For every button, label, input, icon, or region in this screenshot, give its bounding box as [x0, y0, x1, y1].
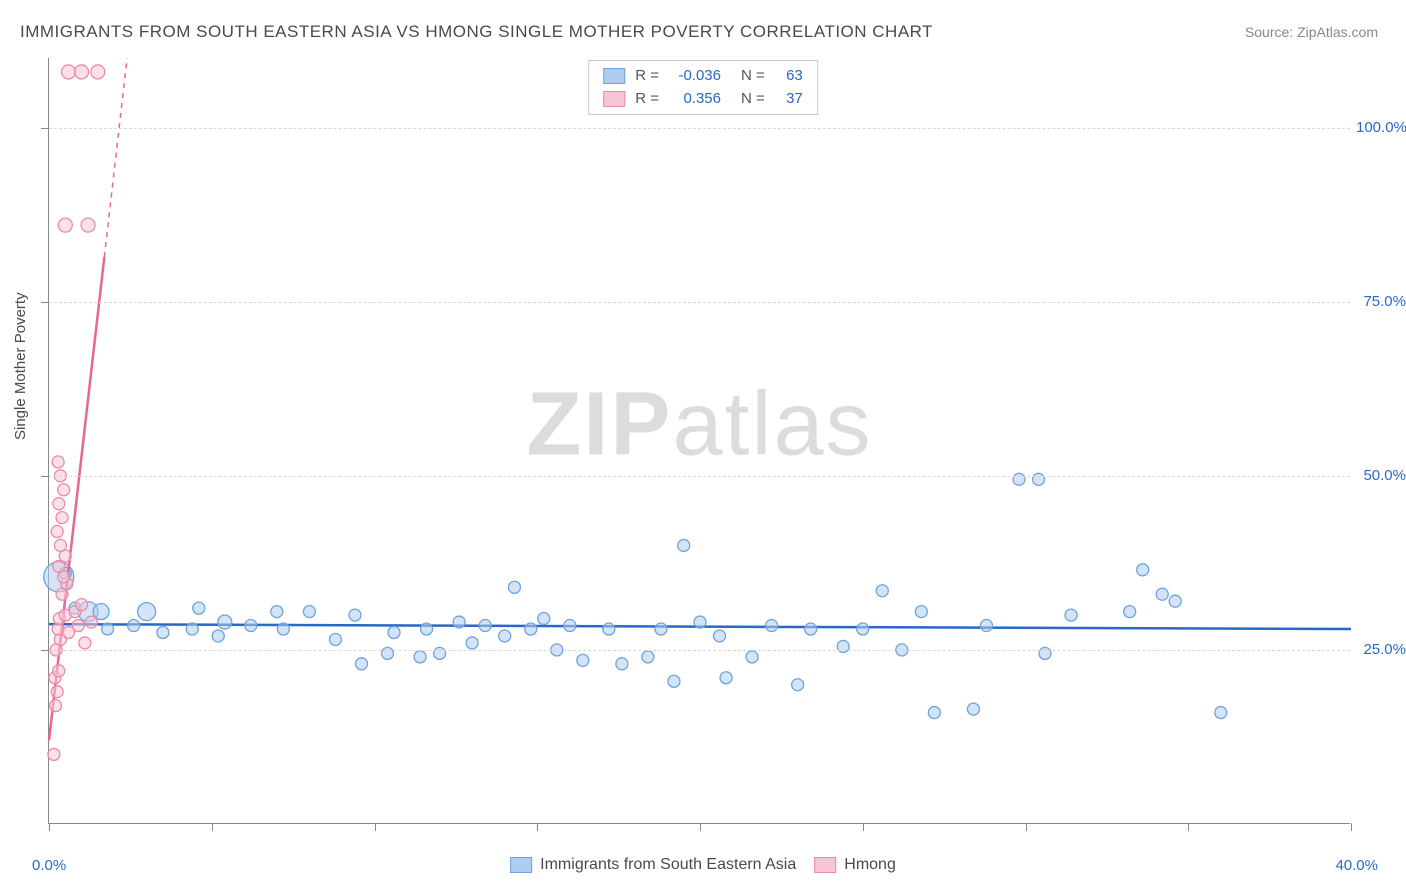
stat-n-label: N = — [741, 88, 765, 111]
x-tick — [1188, 823, 1189, 831]
legend-stats: R = -0.036 N = 63 R = 0.356 N = 37 — [588, 60, 818, 115]
gridline — [49, 650, 1350, 651]
gridline — [49, 476, 1350, 477]
legend-swatch — [814, 857, 836, 873]
y-tick — [41, 476, 49, 477]
y-tick-label: 25.0% — [1356, 641, 1406, 658]
stat-n-label: N = — [741, 65, 765, 88]
y-tick — [41, 302, 49, 303]
legend-swatch — [603, 91, 625, 107]
stat-r-value: -0.036 — [669, 65, 721, 88]
plot-svg — [49, 58, 1350, 823]
y-tick-label: 75.0% — [1356, 293, 1406, 310]
legend-series-item: Hmong — [814, 856, 896, 874]
chart-source: Source: ZipAtlas.com — [1245, 24, 1378, 40]
x-tick — [375, 823, 376, 831]
stat-r-value: 0.356 — [669, 88, 721, 111]
x-tick — [212, 823, 213, 831]
stat-n-value: 63 — [775, 65, 803, 88]
x-tick — [1026, 823, 1027, 831]
x-axis-min-label: 0.0% — [32, 857, 66, 874]
legend-series-item: Immigrants from South Eastern Asia — [510, 856, 796, 874]
legend-swatch — [603, 68, 625, 84]
x-tick — [49, 823, 50, 831]
gridline — [49, 128, 1350, 129]
chart-title: IMMIGRANTS FROM SOUTH EASTERN ASIA VS HM… — [20, 22, 933, 42]
y-tick-label: 100.0% — [1356, 119, 1406, 136]
stat-r-label: R = — [635, 65, 659, 88]
y-tick — [41, 650, 49, 651]
y-axis-title: Single Mother Poverty — [12, 292, 29, 440]
x-axis-max-label: 40.0% — [1335, 857, 1378, 874]
x-tick — [537, 823, 538, 831]
legend-series: Immigrants from South Eastern Asia Hmong — [510, 856, 896, 874]
legend-stat-row: R = 0.356 N = 37 — [603, 88, 803, 111]
x-tick — [863, 823, 864, 831]
x-tick — [700, 823, 701, 831]
legend-series-label: Hmong — [844, 856, 896, 874]
y-tick-label: 50.0% — [1356, 467, 1406, 484]
correlation-chart: IMMIGRANTS FROM SOUTH EASTERN ASIA VS HM… — [0, 0, 1406, 892]
legend-series-label: Immigrants from South Eastern Asia — [540, 856, 796, 874]
legend-swatch — [510, 857, 532, 873]
stat-n-value: 37 — [775, 88, 803, 111]
legend-stat-row: R = -0.036 N = 63 — [603, 65, 803, 88]
x-tick — [1351, 823, 1352, 831]
stat-r-label: R = — [635, 88, 659, 111]
plot-area: ZIPatlas 25.0%50.0%75.0%100.0% — [48, 58, 1350, 824]
gridline — [49, 302, 1350, 303]
y-tick — [41, 128, 49, 129]
